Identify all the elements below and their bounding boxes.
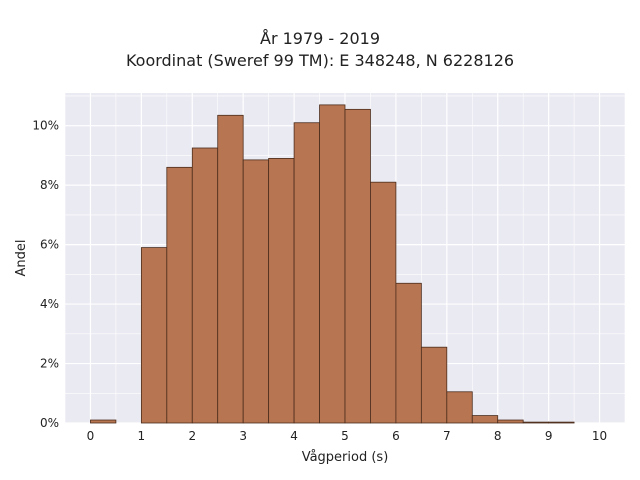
histogram-bar: [420, 346, 448, 424]
chart-title: År 1979 - 2019: [260, 29, 380, 48]
y-axis-label: Andel: [14, 240, 29, 277]
x-tick-label: 0: [87, 429, 95, 443]
y-tick-label: 0%: [40, 416, 59, 430]
x-tick-label: 1: [138, 429, 146, 443]
histogram-bar: [395, 282, 422, 424]
histogram-bar: [497, 419, 524, 424]
y-tick-label: 8%: [40, 178, 59, 192]
x-tick-label: 8: [494, 429, 502, 443]
histogram-bar: [446, 391, 473, 424]
histogram-bar: [522, 421, 550, 424]
x-tick-label: 7: [443, 429, 451, 443]
x-tick-label: 10: [592, 429, 607, 443]
y-tick-label: 6%: [40, 238, 59, 252]
x-tick-label: 4: [290, 429, 298, 443]
histogram-bar: [90, 419, 117, 424]
x-tick-label: 2: [188, 429, 196, 443]
chart-subtitle: Koordinat (Sweref 99 TM): E 348248, N 62…: [125, 51, 515, 70]
histogram-bar: [242, 159, 270, 424]
y-tick-label: 10%: [32, 119, 59, 133]
histogram-bar: [293, 122, 320, 424]
histogram-bar: [268, 158, 295, 424]
x-tick-label: 9: [545, 429, 553, 443]
bars: [90, 104, 575, 424]
histogram-bar: [191, 147, 219, 424]
y-tick-label: 2%: [40, 357, 59, 371]
histogram-bar: [217, 114, 244, 424]
histogram-bar: [140, 247, 168, 424]
y-tick-label: 4%: [40, 297, 59, 311]
x-tick-label: 3: [239, 429, 247, 443]
histogram-bar: [344, 108, 371, 424]
x-tick-label: 5: [341, 429, 349, 443]
histogram-bar: [370, 181, 397, 424]
x-axis-label: Vågperiod (s): [302, 450, 389, 465]
histogram-bar: [166, 166, 193, 424]
histogram-bar: [471, 415, 499, 424]
x-tick-label: 6: [392, 429, 400, 443]
x-tick-labels: 0 1 2 3 4 5 6 7 8 9 10: [87, 429, 608, 443]
histogram-bar: [319, 104, 346, 424]
y-tick-labels: 0% 2% 4% 6% 8% 10%: [32, 119, 59, 430]
histogram-bar: [548, 421, 575, 424]
